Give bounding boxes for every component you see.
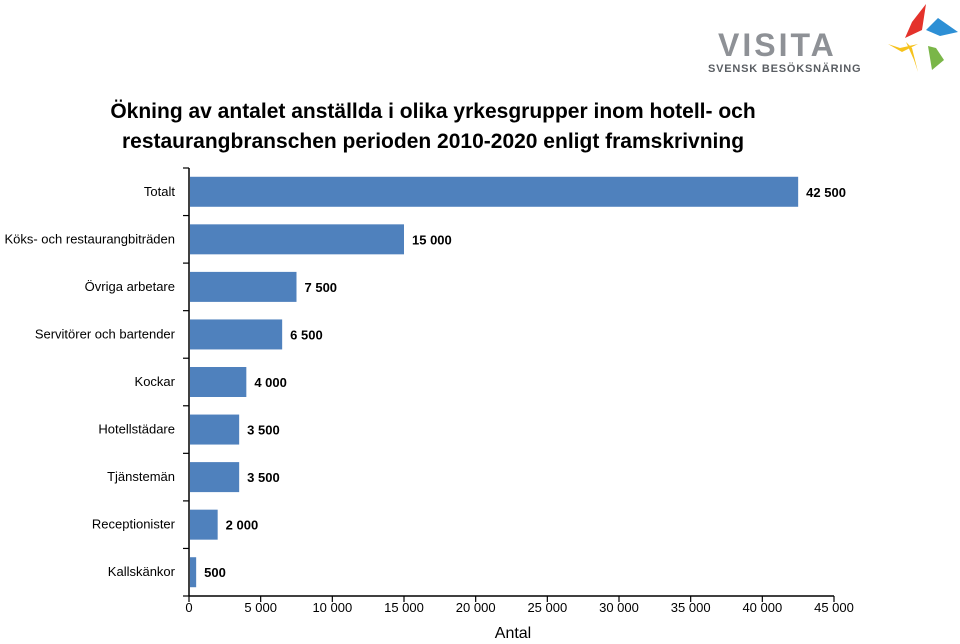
x-tick-label-7: 35 000	[671, 600, 711, 615]
category-label-7: Receptionister	[92, 517, 176, 532]
logo-brand-text: VISITA	[718, 27, 837, 63]
category-label-5: Hotellstädare	[98, 422, 175, 437]
x-tick-label-2: 10 000	[312, 600, 352, 615]
chart-title: Ökning av antalet anställda i olika yrke…	[110, 100, 755, 153]
x-tick-label-5: 25 000	[527, 600, 567, 615]
category-label-6: Tjänstemän	[107, 469, 175, 484]
data-label-3: 6 500	[290, 327, 323, 342]
data-label-7: 2 000	[226, 518, 259, 533]
visita-cross-icon	[888, 4, 958, 72]
bar-4	[190, 367, 247, 397]
x-tick-label-1: 5 000	[244, 600, 277, 615]
x-tick-label-4: 20 000	[456, 600, 496, 615]
data-label-5: 3 500	[247, 423, 280, 438]
bar-8	[190, 557, 197, 588]
x-tick-label-3: 15 000	[384, 600, 424, 615]
logo-tagline-text: SVENSK BESÖKSNÄRING	[708, 62, 861, 75]
axes	[183, 167, 835, 602]
x-tick-label-8: 40 000	[742, 600, 782, 615]
bar-6	[190, 462, 240, 493]
data-label-0: 42 500	[806, 185, 846, 200]
category-labels: Totalt Köks- och restaurangbiträden Övriga…	[4, 184, 175, 579]
category-label-2: Övriga arbetare	[85, 279, 175, 294]
data-label-6: 3 500	[247, 470, 280, 485]
chart-title-line-1: Ökning av antalet anställda i olika yrke…	[110, 100, 755, 123]
bar-7	[190, 509, 218, 540]
data-labels: 42 500 15 000 7 500 6 500 4 000 3 500 3 500 2 0…	[204, 185, 846, 580]
bar-3	[190, 319, 283, 350]
x-tick-label-6: 30 000	[599, 600, 639, 615]
bar-1	[190, 224, 404, 255]
bars	[190, 176, 799, 588]
data-label-4: 4 000	[254, 375, 287, 390]
category-label-3: Servitörer och bartender	[35, 326, 176, 341]
category-label-0: Totalt	[144, 184, 175, 199]
x-tick-labels: 0 5 000 10 000 15 000 20 000 25 000 30 000 35 0…	[185, 600, 854, 615]
category-label-4: Kockar	[135, 374, 176, 389]
data-label-1: 15 000	[412, 232, 452, 247]
data-label-8: 500	[204, 565, 226, 580]
x-tick-label-0: 0	[185, 600, 192, 615]
chart-title-line-2: restaurangbranschen perioden 2010-2020 e…	[122, 130, 744, 153]
x-tick-label-9: 45 000	[814, 600, 854, 615]
data-label-2: 7 500	[305, 280, 338, 295]
bar-0	[190, 176, 799, 207]
visita-logo: VISITA SVENSK BESÖKSNÄRING	[708, 4, 958, 75]
category-label-1: Köks- och restaurangbiträden	[4, 231, 175, 246]
bar-5	[190, 414, 240, 445]
x-axis-title: Antal	[495, 625, 531, 642]
category-label-8: Kallskänkor	[108, 564, 176, 579]
bar-2	[190, 271, 297, 302]
